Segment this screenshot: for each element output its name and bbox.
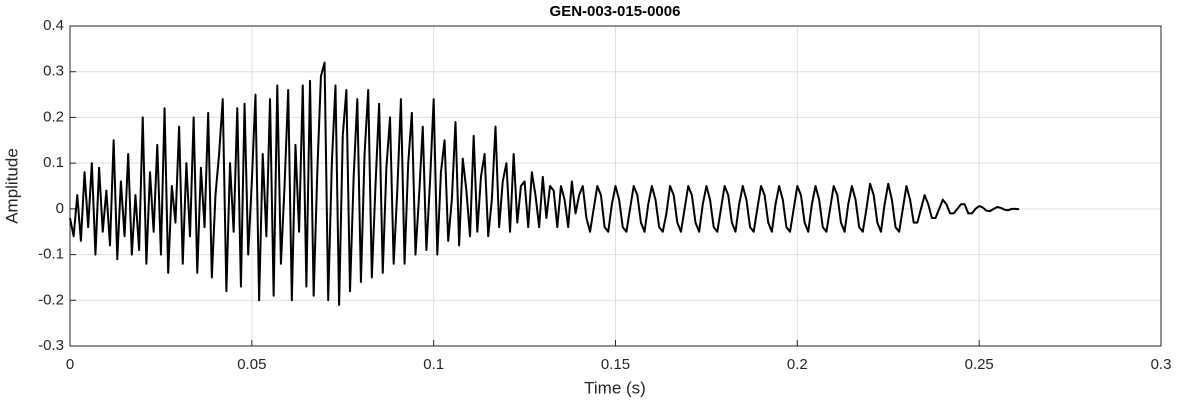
waveform — [69, 61, 1020, 306]
x-tick-label: 0.15 — [601, 356, 630, 373]
y-tick-label: 0.4 — [43, 17, 64, 34]
y-tick-label: -0.2 — [38, 291, 64, 308]
x-tick-label: 0.25 — [965, 356, 994, 373]
plot-frame — [69, 25, 1162, 347]
y-axis-label: Amplitude — [2, 148, 21, 224]
x-tick-label: 0.1 — [423, 356, 444, 373]
y-tick-label: 0.1 — [43, 154, 64, 171]
x-tick-label: 0.05 — [237, 356, 266, 373]
chart-title: GEN-003-015-0006 — [550, 3, 681, 20]
x-tick-label: 0.2 — [787, 356, 808, 373]
y-tick-label: 0.2 — [43, 108, 64, 125]
x-axis-label: Time (s) — [584, 378, 646, 397]
x-tick-label: 0.3 — [1151, 356, 1172, 373]
y-tick-label: 0.3 — [43, 63, 64, 80]
y-tick-label: -0.3 — [38, 337, 64, 354]
x-tick-label: 0 — [66, 356, 74, 373]
y-tick-label: 0 — [56, 200, 64, 217]
y-tick-label: -0.1 — [38, 246, 64, 263]
